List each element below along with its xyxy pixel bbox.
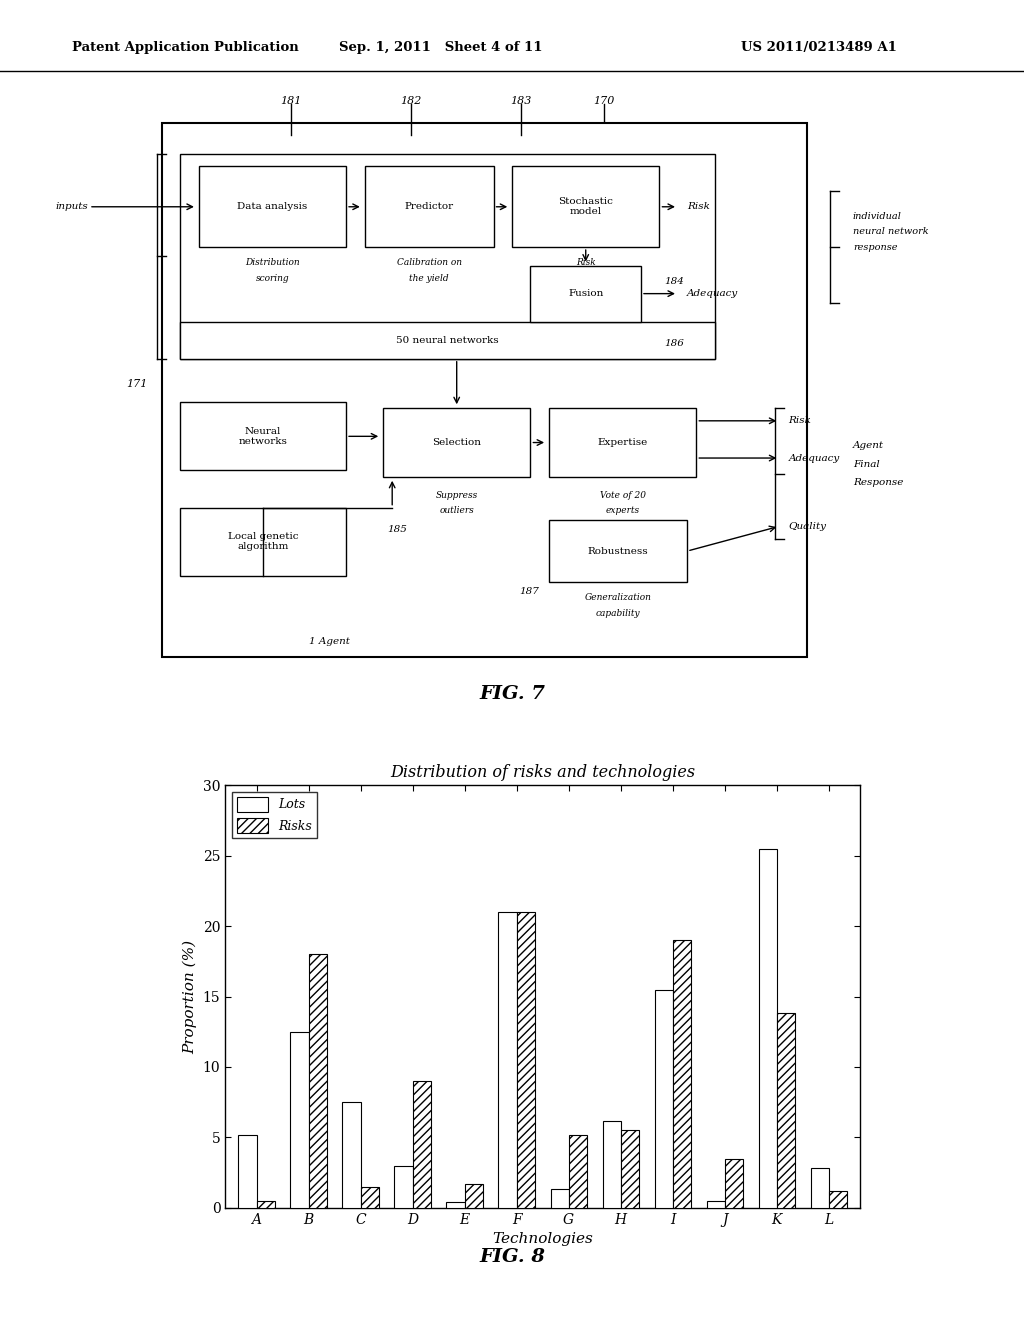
Text: the yield: the yield xyxy=(410,273,449,282)
Text: Robustness: Robustness xyxy=(588,546,648,556)
Text: response: response xyxy=(853,243,897,252)
Text: Selection: Selection xyxy=(432,438,481,447)
Bar xyxy=(180,403,346,470)
Bar xyxy=(446,1203,465,1208)
Text: Generalization: Generalization xyxy=(585,593,651,602)
Text: US 2011/0213489 A1: US 2011/0213489 A1 xyxy=(741,41,897,54)
Text: Risk: Risk xyxy=(687,202,710,211)
Text: Suppress: Suppress xyxy=(435,491,478,500)
Text: 187: 187 xyxy=(520,587,540,595)
Text: 185: 185 xyxy=(387,525,408,533)
Bar xyxy=(162,123,807,656)
Bar xyxy=(199,166,346,247)
Bar xyxy=(342,1102,360,1208)
Bar xyxy=(256,1201,274,1208)
Bar xyxy=(239,1135,256,1208)
Bar xyxy=(499,912,517,1208)
Bar xyxy=(180,508,346,576)
Text: Adequacy: Adequacy xyxy=(687,289,738,298)
Text: Final: Final xyxy=(853,459,880,469)
Bar xyxy=(383,408,530,477)
Legend: Lots, Risks: Lots, Risks xyxy=(231,792,316,838)
Text: 182: 182 xyxy=(400,96,421,107)
Text: Risk: Risk xyxy=(788,416,811,425)
X-axis label: Technologies: Technologies xyxy=(493,1232,593,1246)
Text: Fusion: Fusion xyxy=(568,289,603,298)
Text: Sep. 1, 2011   Sheet 4 of 11: Sep. 1, 2011 Sheet 4 of 11 xyxy=(339,41,542,54)
Bar xyxy=(549,408,696,477)
Bar xyxy=(394,1166,413,1208)
Text: experts: experts xyxy=(605,507,640,515)
Text: FIG. 7: FIG. 7 xyxy=(479,685,545,702)
Bar xyxy=(673,940,691,1208)
Bar xyxy=(530,265,641,322)
Text: Adequacy: Adequacy xyxy=(788,454,840,462)
Text: Local genetic
algorithm: Local genetic algorithm xyxy=(228,532,298,552)
Text: scoring: scoring xyxy=(256,273,289,282)
Text: Patent Application Publication: Patent Application Publication xyxy=(72,41,298,54)
Text: neural network: neural network xyxy=(853,227,929,236)
Bar xyxy=(568,1135,587,1208)
Text: Neural
networks: Neural networks xyxy=(239,426,288,446)
Text: Response: Response xyxy=(853,478,903,487)
Bar xyxy=(549,520,687,582)
Bar xyxy=(829,1191,847,1208)
Text: outliers: outliers xyxy=(439,507,474,515)
Bar xyxy=(308,954,327,1208)
Text: Agent: Agent xyxy=(853,441,884,450)
Text: Calibration on: Calibration on xyxy=(396,259,462,267)
Text: capability: capability xyxy=(596,609,640,618)
Text: Expertise: Expertise xyxy=(597,438,648,447)
Text: 1 Agent: 1 Agent xyxy=(309,636,350,645)
Bar xyxy=(517,912,535,1208)
Bar xyxy=(291,1032,308,1208)
Title: Distribution of risks and technologies: Distribution of risks and technologies xyxy=(390,764,695,781)
Text: FIG. 8: FIG. 8 xyxy=(479,1247,545,1266)
Bar xyxy=(413,1081,431,1208)
Bar xyxy=(725,1159,743,1208)
Text: Stochastic
model: Stochastic model xyxy=(558,197,613,216)
Bar xyxy=(621,1130,639,1208)
Text: Predictor: Predictor xyxy=(404,202,454,211)
Text: 183: 183 xyxy=(511,96,531,107)
Text: Risk: Risk xyxy=(575,259,596,267)
Text: Distribution: Distribution xyxy=(245,259,300,267)
Bar xyxy=(602,1121,621,1208)
Text: 186: 186 xyxy=(665,339,684,347)
Bar xyxy=(551,1189,568,1208)
Bar xyxy=(512,166,659,247)
Text: Quality: Quality xyxy=(788,521,826,531)
Bar xyxy=(180,322,715,359)
Text: 181: 181 xyxy=(281,96,301,107)
Text: 50 neural networks: 50 neural networks xyxy=(396,335,499,345)
Bar xyxy=(654,990,673,1208)
Text: Data analysis: Data analysis xyxy=(238,202,307,211)
Bar xyxy=(777,1014,795,1208)
Bar xyxy=(707,1201,725,1208)
Bar xyxy=(365,166,494,247)
Bar xyxy=(759,849,777,1208)
Bar xyxy=(180,154,715,359)
Y-axis label: Proportion (%): Proportion (%) xyxy=(183,940,198,1053)
Bar xyxy=(811,1168,829,1208)
Text: individual: individual xyxy=(853,211,902,220)
Text: 171: 171 xyxy=(127,379,148,388)
Bar xyxy=(360,1187,379,1208)
Text: 184: 184 xyxy=(665,277,684,285)
Text: Vote of 20: Vote of 20 xyxy=(600,491,645,500)
Text: 170: 170 xyxy=(594,96,614,107)
Bar xyxy=(465,1184,483,1208)
Text: inputs: inputs xyxy=(55,202,88,211)
